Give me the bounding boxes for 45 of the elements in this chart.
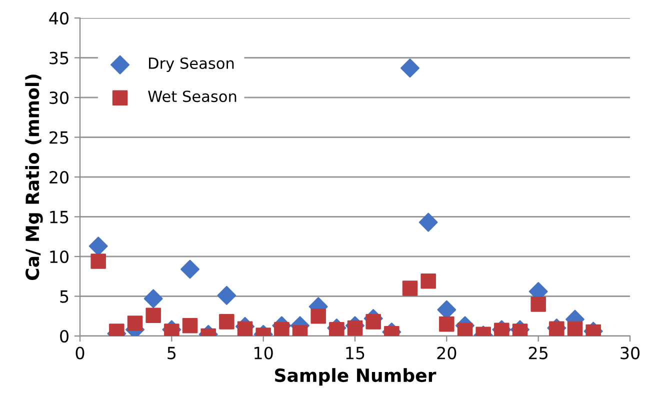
point: [90, 254, 106, 269]
y-tick-label: 25: [50, 131, 68, 144]
x-tick-label: 0: [76, 346, 84, 360]
x-tick-label: 30: [620, 346, 640, 360]
y-tick-label: 5: [60, 290, 68, 303]
point: [88, 236, 108, 256]
point: [567, 321, 583, 336]
point: [366, 314, 381, 330]
y-tick-label: 15: [50, 210, 68, 224]
point: [310, 308, 326, 324]
x-tick-label: 15: [346, 346, 364, 360]
point: [329, 322, 344, 336]
point: [420, 274, 436, 289]
y-axis-title: Ca/ Mg Ratio (mmol): [25, 74, 43, 280]
point: [400, 58, 420, 78]
point: [144, 289, 163, 308]
point: [182, 318, 198, 334]
y-tick-label: 0: [60, 330, 68, 343]
x-axis-title: Sample Number: [275, 368, 436, 386]
point: [146, 308, 161, 323]
x-tick-label: 20: [437, 346, 456, 360]
point: [402, 280, 418, 296]
point: [530, 296, 546, 312]
point: [237, 321, 253, 336]
point: [219, 314, 234, 330]
point: [217, 286, 236, 305]
point: [494, 322, 510, 336]
x-tick-label: 5: [168, 346, 176, 360]
y-tick-label: 35: [50, 52, 68, 64]
y-tick-label: 30: [50, 91, 68, 104]
point: [549, 321, 564, 336]
y-tick-label: 40: [49, 12, 68, 25]
point: [439, 316, 454, 332]
point: [127, 316, 143, 331]
point: [418, 212, 438, 232]
point: [347, 320, 363, 336]
point: [457, 322, 473, 336]
point: [180, 260, 200, 279]
legend-label: Wet Season: [148, 90, 236, 102]
point: [274, 322, 290, 336]
legend-label: Dry Season: [149, 57, 234, 72]
y-tick-label: 20: [50, 170, 68, 184]
x-tick-label: 10: [254, 346, 273, 360]
x-tick-label: 25: [528, 346, 548, 360]
y-tick-label: 10: [50, 250, 68, 264]
